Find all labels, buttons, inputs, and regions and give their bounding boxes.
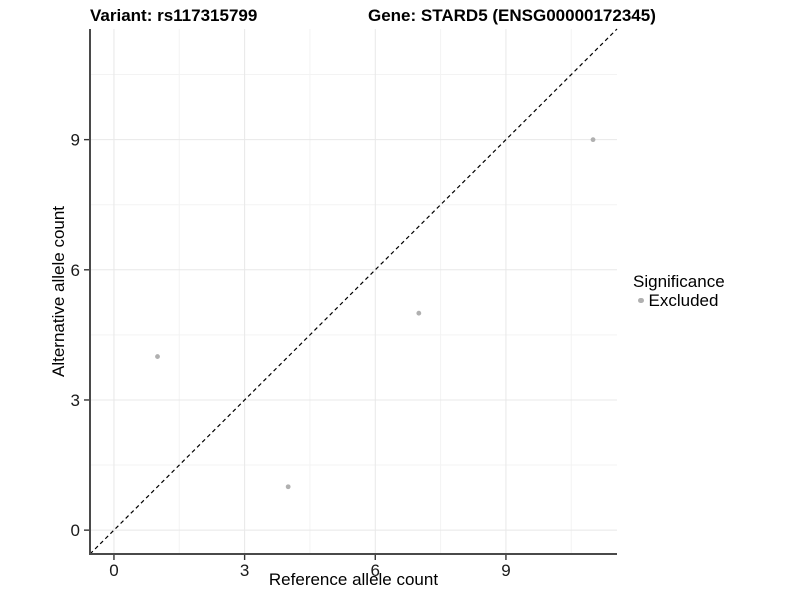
y-tick-label: 9	[71, 131, 80, 150]
legend-item-label: Excluded	[648, 291, 719, 310]
plot-title-variant: Variant: rs117315799	[90, 6, 258, 25]
legend-title: Significance	[633, 272, 725, 291]
x-tick-label: 9	[501, 561, 510, 580]
x-axis-title: Reference allele count	[269, 570, 438, 589]
y-tick-label: 3	[71, 391, 80, 410]
data-point	[416, 310, 422, 316]
y-tick-label: 0	[71, 521, 80, 540]
plot-title-gene: Gene: STARD5 (ENSG00000172345)	[368, 6, 656, 25]
y-tick-label: 6	[71, 261, 80, 280]
x-tick-label: 6	[371, 561, 380, 580]
x-tick-label: 0	[109, 561, 118, 580]
data-point	[590, 137, 596, 143]
legend-marker-circle-icon	[638, 297, 644, 304]
y-axis-title: Alternative allele count	[49, 206, 68, 377]
legend: Significance Excluded	[630, 272, 725, 310]
identity-reference-line	[89, 28, 618, 555]
data-point	[155, 354, 160, 359]
legend-item-excluded: Excluded	[630, 291, 725, 310]
data-point	[285, 484, 291, 490]
x-tick-label: 3	[240, 561, 249, 580]
